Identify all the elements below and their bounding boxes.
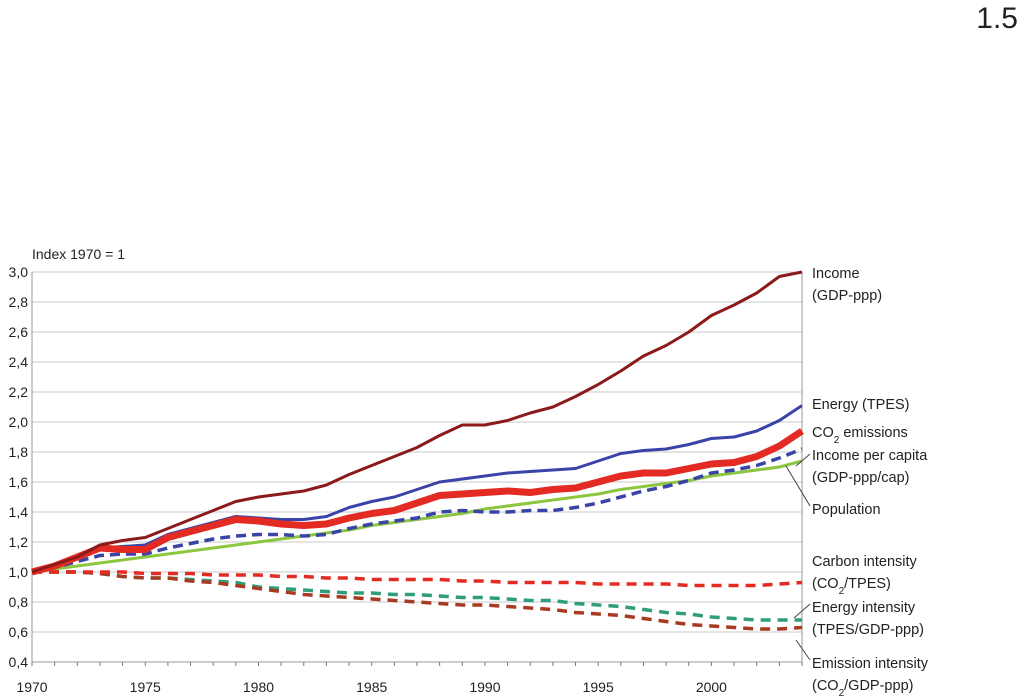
series-label-population: Population <box>812 502 881 518</box>
y-tick-label: 1,0 <box>9 564 29 580</box>
y-tick-label: 2,2 <box>9 384 29 400</box>
x-tick-label: 1970 <box>16 679 47 695</box>
x-tick-label: 1975 <box>130 679 161 695</box>
x-tick-label: 1985 <box>356 679 387 695</box>
series-line-co2 <box>31 428 804 576</box>
y-tick-label: 2,4 <box>9 354 29 370</box>
series-label-income_per_capita: Income per capita (GDP-ppp/cap) <box>812 448 928 486</box>
y-tick-label: 1,6 <box>9 474 29 490</box>
series-labels: Income (GDP-ppp) Energy (TPES) CO2 emission… <box>785 266 929 696</box>
y-tick-label: 0,8 <box>9 594 29 610</box>
series-label-carbon_intensity: Carbon intensity (CO2/TPES) <box>812 554 918 597</box>
x-tick-label: 2000 <box>696 679 727 695</box>
series-label-co2: CO2 emissions <box>812 425 908 446</box>
series-line-income <box>31 270 803 574</box>
x-tick-label: 1980 <box>243 679 274 695</box>
y-tick-label: 2,0 <box>9 414 29 430</box>
series-lines <box>31 270 804 631</box>
y-tick-label: 1,8 <box>9 444 29 460</box>
axes: 0,4 0,6 0,8 1,0 1,2 1,4 1,6 1,8 2,0 2,2 2,4 2,6 2,8 3… <box>9 264 803 695</box>
y-tick-label: 1,4 <box>9 504 29 520</box>
series-line-emission_intensity <box>32 570 803 631</box>
series-label-energy_intensity: Energy intensity (TPES/GDP-ppp) <box>812 600 924 638</box>
y-tick-label: 0,6 <box>9 624 29 640</box>
leader-line-income_per_capita <box>795 453 811 467</box>
y-tick-label: 3,0 <box>9 264 29 280</box>
y-tick-label: 2,6 <box>9 324 29 340</box>
x-tick-label: 1995 <box>583 679 614 695</box>
series-line-income_per_capita <box>31 447 803 574</box>
leader-line-population <box>785 465 811 507</box>
y-tick-label: 2,8 <box>9 294 29 310</box>
series-line-carbon_intensity <box>32 570 803 588</box>
series-label-income: Income (GDP-ppp) <box>812 266 882 304</box>
series-line-energy_intensity <box>32 570 802 622</box>
x-tick-label: 1990 <box>469 679 500 695</box>
leader-line-emission_intensity <box>795 639 811 661</box>
leader-line-energy_intensity <box>793 603 811 619</box>
series-label-energy: Energy (TPES) <box>812 397 910 413</box>
series-label-emission_intensity: Emission intensity (CO2/GDP-ppp) <box>812 656 929 696</box>
y-tick-label: 0,4 <box>9 654 29 670</box>
index-label: Index 1970 = 1 <box>32 246 125 262</box>
y-tick-label: 1,2 <box>9 534 29 550</box>
gridlines <box>32 271 802 663</box>
page-number: 1.5 <box>976 2 1018 35</box>
